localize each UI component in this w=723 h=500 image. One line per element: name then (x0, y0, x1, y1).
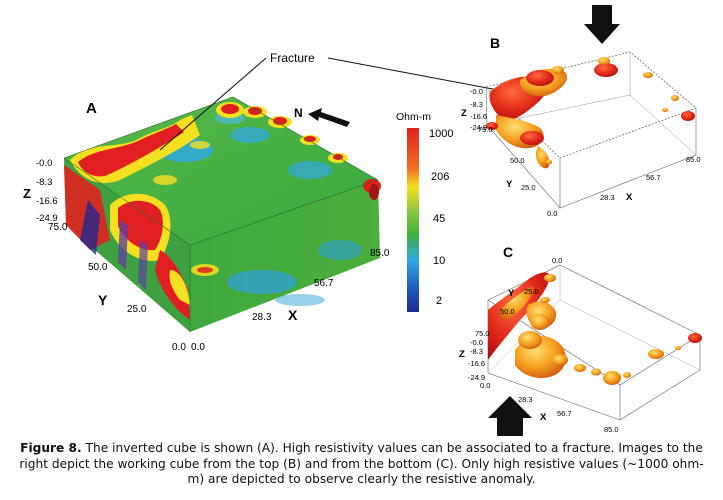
colorbar (407, 128, 419, 312)
x-tick: 28.3 (518, 395, 533, 404)
colorbar-tick: 45 (433, 213, 445, 225)
north-label: N (294, 106, 303, 120)
z-tick: -16.6 (36, 196, 58, 207)
colorbar-tick: 10 (433, 255, 445, 267)
y-tick: 75.0 (48, 222, 68, 233)
x-tick: 56.7 (557, 409, 572, 418)
z-tick: -0.0 (470, 338, 483, 347)
z-tick: -24.9 (36, 213, 58, 224)
y-axis-label: Y (508, 288, 515, 299)
y-tick: 0.0 (172, 342, 186, 353)
panel-b-cube (485, 51, 697, 209)
panel-a-cube (63, 96, 381, 332)
y-axis-label: Y (506, 179, 513, 190)
fracture-leader-line (159, 57, 267, 151)
panel-c-z-ticks: -0.0 -8.3 -16.6 -24.9 (468, 338, 485, 382)
x-tick: 0.0 (480, 381, 490, 390)
colorbar-tick: 2 (436, 295, 442, 307)
figure-8: A N -0.0 -8.3 -16.6 -24.9 Z 75.0 50.0 25… (23, 5, 702, 436)
x-tick: 0.0 (191, 342, 205, 353)
panel-a-z-ticks: -0.0 -8.3 -16.6 -24.9 (36, 158, 58, 224)
fracture-label: Fracture (270, 51, 315, 65)
y-tick: 50.0 (88, 262, 108, 273)
colorbar-tick: 206 (431, 171, 449, 183)
x-axis-label: X (540, 412, 547, 423)
x-tick: 85.0 (686, 155, 701, 164)
z-tick: -24.9 (468, 373, 485, 382)
panel-a-y-ticks: 75.0 50.0 25.0 0.0 (48, 222, 186, 353)
y-tick: 25.0 (127, 304, 147, 315)
z-tick: -8.3 (470, 347, 483, 356)
y-tick: 75.0 (475, 329, 490, 338)
panel-b-z-ticks: -0.0 -8.3 -16.6 -24.9 (470, 87, 487, 132)
up-arrow-icon (488, 396, 532, 436)
y-tick: 75.0 (478, 125, 493, 134)
figure-caption: Figure 8. The inverted cube is shown (A)… (12, 441, 711, 488)
z-axis-label: Z (23, 186, 31, 201)
down-arrow-icon (584, 5, 620, 44)
x-tick: 28.3 (252, 312, 272, 323)
colorbar-tick: 1000 (429, 128, 453, 140)
z-tick: -24.9 (470, 123, 487, 132)
z-tick: -0.0 (36, 158, 52, 169)
x-axis-label: X (626, 192, 633, 203)
y-tick: 50.0 (500, 307, 515, 316)
cube-a-front-face (190, 180, 380, 332)
z-axis-label: Z (461, 108, 467, 119)
y-tick: 50.0 (510, 156, 525, 165)
colorbar-ticks: 1000 206 45 10 2 (429, 128, 453, 307)
panel-b-label: B (490, 35, 500, 51)
z-tick: -8.3 (36, 177, 52, 188)
panel-c-label: C (503, 244, 513, 260)
colorbar-unit: Ohm-m (396, 111, 431, 123)
y-axis-label: Y (98, 292, 108, 308)
panel-a-label: A (86, 100, 97, 117)
z-tick: -16.6 (468, 359, 485, 368)
caption-text: The inverted cube is shown (A). High res… (19, 441, 704, 486)
x-tick: 28.3 (600, 193, 615, 202)
caption-label: Figure 8. (20, 441, 82, 455)
panel-a-x-ticks: 0.0 28.3 56.7 85.0 (191, 248, 390, 353)
x-tick: 85.0 (604, 425, 619, 434)
panel-c-x-ticks: 0.0 28.3 56.7 85.0 (480, 381, 619, 434)
x-axis-label: X (288, 307, 298, 323)
y-tick: 25.0 (524, 287, 539, 296)
fracture-leader-line-b (327, 57, 499, 91)
y-tick: 0.0 (547, 209, 557, 218)
panel-b-y-ticks: 75.0 50.0 25.0 0.0 (478, 125, 557, 218)
z-tick: -16.6 (470, 112, 487, 121)
y-tick: 0.0 (552, 256, 562, 265)
z-tick: -0.0 (470, 87, 483, 96)
x-tick: 85.0 (370, 248, 390, 259)
panel-c-cube (487, 264, 702, 421)
z-axis-label: Z (459, 349, 465, 360)
z-tick: -8.3 (470, 100, 483, 109)
panel-c-y-ticks: 0.0 25.0 50.0 75.0 (475, 256, 562, 338)
north-arrow-icon (308, 108, 350, 127)
y-tick: 25.0 (521, 183, 536, 192)
x-tick: 56.7 (646, 173, 661, 182)
panel-b-x-ticks: 28.3 56.7 85.0 (600, 155, 701, 202)
x-tick: 56.7 (314, 278, 334, 289)
